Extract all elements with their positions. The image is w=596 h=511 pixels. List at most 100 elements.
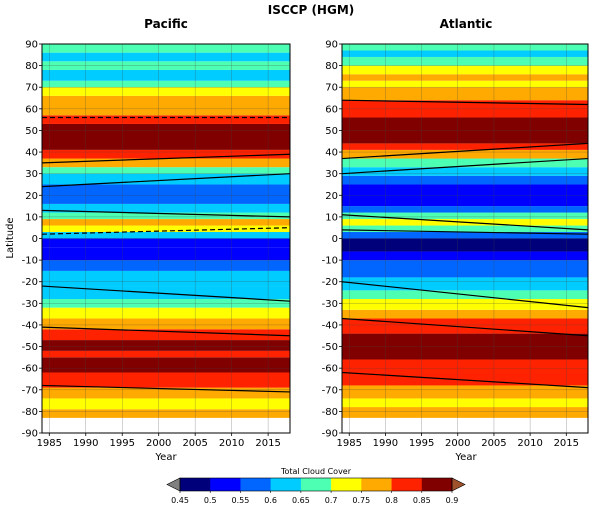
colorbar-tick-label: 0.6	[264, 496, 277, 505]
y-tick-label: 60	[25, 104, 38, 115]
heatmap-band	[42, 225, 290, 233]
colorbar-tick-label: 0.5	[204, 496, 217, 505]
y-tick-label: -30	[322, 299, 338, 310]
heatmap-band	[42, 219, 290, 226]
y-tick-label: -20	[22, 277, 38, 288]
heatmap-band	[42, 149, 290, 159]
heatmap-band	[42, 52, 290, 62]
colorbar-tick-label: 0.85	[413, 496, 431, 505]
colorbar-over-arrow	[451, 477, 466, 492]
heatmap-band	[342, 407, 588, 418]
y-tick-label: 70	[25, 83, 38, 94]
colorbar-swatch	[421, 478, 453, 491]
heatmap-band	[42, 350, 290, 358]
y-tick-label: 50	[25, 126, 38, 137]
heatmap-band	[342, 80, 588, 88]
trend-line	[42, 153, 290, 164]
x-tick-label: 2010	[517, 438, 542, 449]
y-tick-label: -70	[322, 385, 338, 396]
y-tick-label: -70	[22, 385, 38, 396]
colorbar-tick-label: 0.75	[352, 496, 370, 505]
y-tick-label: 70	[325, 83, 338, 94]
heatmap-band	[42, 115, 290, 124]
colorbar-swatch	[240, 478, 271, 491]
heatmap-band	[42, 173, 290, 185]
atlantic-title: Atlantic	[440, 17, 493, 31]
atlantic-trend-lines	[342, 99, 588, 389]
colorbar-tick-label: 0.65	[292, 496, 310, 505]
colorbar-swatches	[166, 477, 466, 492]
y-tick-label: 40	[325, 148, 338, 159]
heatmap-band	[342, 251, 588, 261]
y-tick-label: 20	[325, 191, 338, 202]
heatmap-band	[42, 238, 290, 248]
heatmap-band	[342, 417, 588, 433]
colorbar-frame	[179, 477, 453, 492]
y-tick-label: 0	[332, 234, 338, 245]
heatmap-band	[342, 277, 588, 291]
trend-line	[342, 229, 588, 235]
y-tick-label: 60	[325, 104, 338, 115]
heatmap-band	[42, 69, 290, 81]
y-tick-label: -80	[322, 407, 338, 418]
heatmap-band	[342, 206, 588, 213]
heatmap-band	[342, 309, 588, 319]
pacific-heatmap	[42, 44, 290, 433]
trend-line	[342, 317, 588, 337]
trend-line	[342, 281, 588, 309]
heatmap-band	[42, 318, 290, 330]
heatmap-band	[42, 212, 290, 220]
pacific-panel: Pacific -90 -80 -70 -60 -50 -40 -30 -20 -10 0 10 20…	[5, 17, 291, 463]
pacific-y-ticks: -90 -80 -70 -60 -50 -40 -30 -20 -10 0 10 20 30 40 50 60…	[22, 40, 42, 440]
y-tick-label: 10	[25, 212, 38, 223]
x-tick-label: 1985	[337, 438, 362, 449]
heatmap-band	[42, 398, 290, 410]
heatmap-band	[342, 260, 588, 278]
heatmap-band	[342, 74, 588, 81]
y-tick-label: -90	[322, 429, 338, 440]
x-tick-label: 2005	[182, 438, 207, 449]
pacific-grid	[42, 43, 290, 434]
heatmap-band	[42, 307, 290, 319]
y-tick-label: 40	[25, 148, 38, 159]
atlantic-xlabel: Year	[454, 452, 477, 463]
y-tick-label: -20	[322, 277, 338, 288]
y-tick-label: 20	[25, 191, 38, 202]
heatmap-band	[42, 417, 290, 433]
heatmap-band	[42, 104, 290, 116]
heatmap-band	[42, 167, 290, 174]
x-tick-label: 2015	[255, 438, 280, 449]
heatmap-band	[342, 44, 588, 51]
colorbar-swatch	[300, 478, 332, 491]
y-tick-label: -30	[22, 299, 38, 310]
y-tick-label: 0	[32, 234, 38, 245]
colorbar-tick-label: 0.8	[385, 496, 398, 505]
heatmap-band	[342, 359, 588, 373]
y-tick-label: -50	[22, 342, 38, 353]
colorbar-label: Total Cloud Cover	[280, 467, 352, 476]
colorbar: Total Cloud Cover 0.45 0.5 0.55 0.6 0.65 0.7 0…	[166, 467, 466, 505]
y-tick-label: -80	[22, 407, 38, 418]
heatmap-band	[42, 123, 290, 150]
heatmap-band	[42, 44, 290, 53]
x-tick-label: 1990	[73, 438, 98, 449]
heatmap-band	[42, 409, 290, 418]
y-tick-label: 50	[325, 126, 338, 137]
heatmap-band	[42, 87, 290, 96]
heatmap-band	[42, 357, 290, 373]
colorbar-swatch	[391, 478, 423, 491]
pacific-trend-lines	[42, 116, 290, 393]
heatmap-band	[42, 340, 290, 351]
heatmap-band	[342, 225, 588, 233]
y-tick-label: -60	[22, 364, 38, 375]
heatmap-band	[342, 232, 588, 239]
trend-line	[42, 285, 290, 302]
x-tick-label: 1990	[373, 438, 398, 449]
heatmap-band	[342, 385, 588, 399]
heatmap-band	[342, 212, 588, 220]
colorbar-ticks: 0.45 0.5 0.55 0.6 0.65 0.7 0.75 0.8 0.85 0.9	[171, 491, 458, 505]
y-tick-label: -50	[322, 342, 338, 353]
heatmap-band	[342, 87, 588, 101]
colorbar-swatch	[361, 478, 392, 491]
x-tick-label: 2000	[146, 438, 171, 449]
